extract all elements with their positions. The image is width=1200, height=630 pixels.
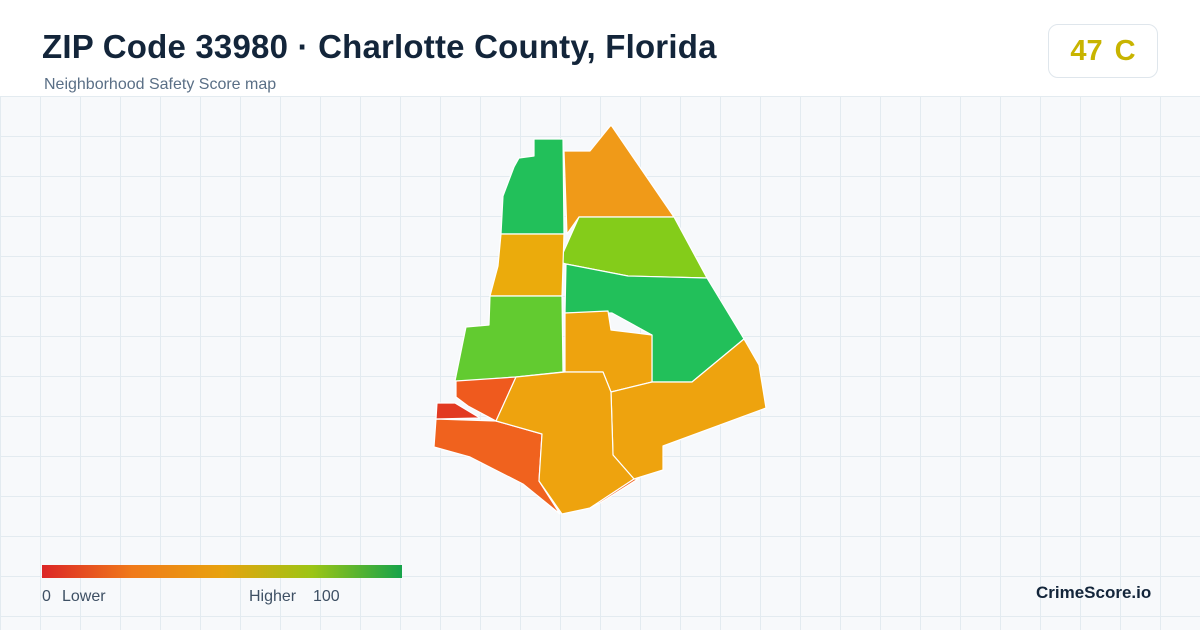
region-west-upper-tract[interactable]: [489, 233, 565, 297]
header: ZIP Code 33980 · Charlotte County, Flori…: [0, 0, 1200, 96]
legend-max-value: 100: [313, 588, 340, 605]
page-subtitle: Neighborhood Safety Score map: [44, 76, 277, 93]
region-north-west-tract[interactable]: [500, 138, 565, 235]
region-far-west-tract[interactable]: [435, 402, 481, 420]
brand-logo-text: CrimeScore.io: [1036, 583, 1152, 602]
legend-gradient-bar: [42, 565, 402, 578]
safety-score-badge: 47 C: [1048, 24, 1158, 78]
region-west-middle-tract[interactable]: [454, 295, 564, 382]
legend-high-label: Higher: [249, 588, 297, 605]
region-south-tip-tract[interactable]: [589, 478, 639, 509]
legend-low-label: Lower: [62, 588, 106, 605]
score-value: 47: [1070, 34, 1103, 67]
score-grade: C: [1114, 34, 1136, 67]
page-title: ZIP Code 33980 · Charlotte County, Flori…: [42, 28, 717, 65]
legend-min-value: 0: [42, 588, 51, 605]
